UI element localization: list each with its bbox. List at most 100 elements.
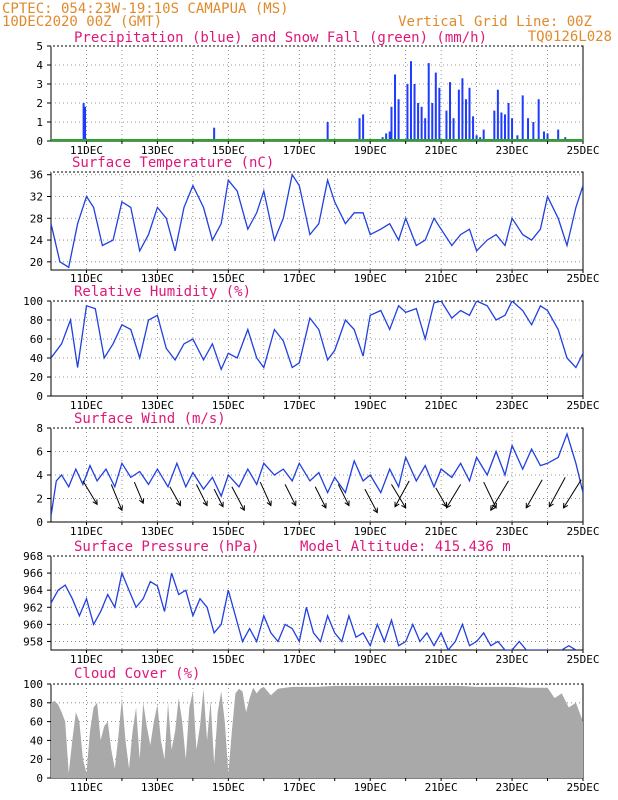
temp-ytick-label: 20 [30,256,43,269]
rh-xtick-label: 23DEC [496,399,529,412]
cloud-ytick-label: 0 [36,772,43,785]
pressure-series-line [51,570,577,650]
temp-title: Surface Temperature (nC) [72,155,274,171]
precip-bar [527,118,530,141]
rh-frame [50,300,584,397]
wind-xtick-label: 11DEC [70,525,103,538]
precip-bar [521,95,524,141]
wind-xtick-label: 19DEC [354,525,387,538]
cloud-ytick-label: 40 [30,734,43,747]
precip-bar [452,118,455,141]
precip-bar [449,82,451,141]
temp-frame [50,171,584,271]
pressure-xtick-label: 21DEC [425,653,458,666]
precip-bar [427,63,430,141]
precip-bar [542,131,545,141]
pressure-xtick-label: 23DEC [496,653,529,666]
temp-xtick-label: 25DEC [566,272,599,285]
temp-xtick-label: 17DEC [283,272,316,285]
wind-xtick-label: 23DEC [496,525,529,538]
wind-arrow [435,487,447,507]
wind-arrow-head [218,501,224,508]
wind-ytick-label: 0 [36,516,43,529]
wind-arrow [231,486,245,511]
precip-bar [472,116,475,141]
precip-bar [511,118,514,141]
precip-bar [468,87,471,141]
temp-series-line [51,173,583,269]
precip-bar [326,122,329,141]
pressure-subtitle: Model Altitude: 415.436 m [300,539,511,555]
wind-title: Surface Wind (m/s) [74,411,226,427]
cloud-xtick-label: 21DEC [425,781,458,794]
rh-xtick-label: 13DEC [141,399,174,412]
temp-ytick-label: 28 [30,212,43,225]
wind-xtick-label: 15DEC [212,525,245,538]
wind-arrow-head [548,501,554,508]
precip-bar [397,99,400,141]
rh-ytick-label: 100 [23,295,43,308]
temp-xtick-label: 11DEC [70,272,103,285]
precip-bar [424,118,427,141]
precip-bar [385,133,388,141]
pressure-xtick-label: 15DEC [212,653,245,666]
precip-bar [388,131,391,141]
temp-ytick-label: 36 [30,169,43,182]
wind-arrow [563,479,582,509]
precip-bar [461,78,464,141]
wind-arrow-head [490,505,496,512]
temp-ytick-label: 24 [30,234,44,247]
cloud-ytick-label: 80 [30,697,43,710]
precip-bar [532,122,535,141]
wind-ytick-label: 2 [36,493,43,506]
cloud-xtick-label: 25DEC [566,781,599,794]
precip-bar [475,135,478,141]
wind-arrow [82,480,98,505]
wind-arrow-head [401,502,407,509]
precip-bar [394,74,397,141]
wind-arrow-head [394,501,400,508]
cloud-panel: 0 20 40 60 80 100 11DEC 13DEC 15DEC 17DEC 19DEC 21D… [23,666,599,794]
cloud-ytick-label: 20 [30,753,43,766]
wind-arrow [213,488,224,507]
precip-ytick-label: 3 [36,78,43,91]
precip-title: Precipitation (blue) and Snow Fall (gree… [74,30,487,46]
wind-ytick-label: 4 [36,469,43,482]
precip-ytick-label: 5 [36,40,43,53]
pressure-xtick-label: 25DEC [566,653,599,666]
precip-xtick-label: 17DEC [283,144,316,157]
precip-bar [417,103,420,141]
model-code: TQ0126L028 [528,29,612,45]
precip-bar [516,135,519,141]
precip-bar [493,110,496,141]
precip-bar [390,106,393,141]
wind-arrow-head [372,507,378,514]
wind-xtick-label: 25DEC [566,525,599,538]
precip-xtick-label: 11DEC [70,144,103,157]
precip-ytick-label: 4 [36,59,43,72]
precip-bar [546,133,549,141]
rh-title: Relative Humidity (%) [74,284,251,300]
rh-xtick-label: 11DEC [70,399,103,412]
precip-xtick-label: 25DEC [566,144,599,157]
rh-xtick-label: 19DEC [354,399,387,412]
precip-bar [438,87,441,141]
cloud-plot [51,685,583,778]
wind-ytick-label: 6 [36,446,43,459]
precip-xtick-label: 21DEC [425,144,458,157]
precip-plot [51,61,583,141]
wind-arrow [548,477,566,507]
pressure-ytick-label: 964 [23,584,43,597]
rh-series-line [51,301,583,372]
station-line: CPTEC: 054:23W-19:10S CAMAPUA (MS) [2,1,289,17]
precip-xtick-label: 13DEC [141,144,174,157]
wind-arrow-head [117,505,123,512]
precip-bar [84,106,87,141]
precip-xtick-label: 19DEC [354,144,387,157]
precip-xtick-label: 15DEC [212,144,245,157]
wind-arrow [133,481,144,504]
panels: 0 1 2 3 4 5 11DEC 13DEC 15DEC 17DEC 19DEC 21DEC 23DE… [23,30,599,794]
precip-bar [496,89,499,141]
pressure-ytick-label: 960 [23,618,43,631]
